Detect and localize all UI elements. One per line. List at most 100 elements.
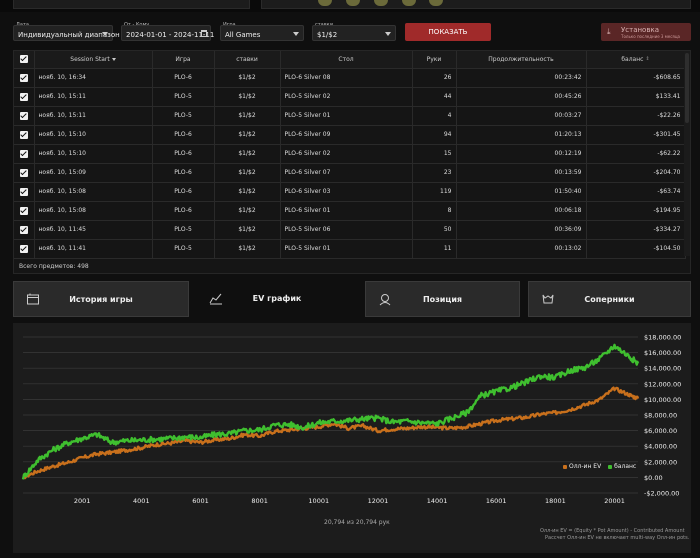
table-row[interactable]: нояб. 10, 16:34 PLO-6 $1/$2 PLO-6 Silver 08… [14,68,686,88]
cell-table: PLO-5 Silver 01 [280,239,413,259]
table-row[interactable]: нояб. 10, 15:10 PLO-6 $1/$2 PLO-6 Silver 02… [14,144,686,164]
tab-opponents[interactable]: Соперники [528,281,691,317]
cell-stakes: $1/$2 [214,163,281,183]
cell-duration: 00:06:18 [456,201,587,221]
cell-stakes: $1/$2 [214,239,281,259]
column-header-stakes[interactable]: ставки [214,51,281,69]
table-row[interactable]: нояб. 10, 15:08 PLO-6 $1/$2 PLO-6 Silver 01… [14,201,686,221]
table-row[interactable]: нояб. 10, 15:09 PLO-6 $1/$2 PLO-6 Silver 07… [14,163,686,183]
cell-balance: -$62.22 [586,144,686,164]
cell-table: PLO-6 Silver 03 [280,182,413,202]
table-row[interactable]: нояб. 10, 15:08 PLO-6 $1/$2 PLO-6 Silver 03… [14,182,686,202]
hands-counter: 20,794 из 20,794 рук [324,519,390,526]
total-items: Всего предметов: 498 [19,263,89,270]
install-button[interactable]: ⤓ Установка Только последние 3 месяца [601,23,691,41]
footnote-multiway: Рассчет Олл-ин EV не включает multi-way … [545,535,690,541]
cell-stakes: $1/$2 [214,106,281,126]
checkbox-icon [19,92,28,101]
sessions-table: Session Start Игра ставки Стол Руки Прод… [14,51,686,259]
table-row[interactable]: нояб. 10, 15:11 PLO-5 $1/$2 PLO-5 Silver 02… [14,87,686,107]
stakes-filter-select[interactable]: $1/$2 [312,25,396,41]
row-checkbox[interactable] [14,163,35,183]
tab-label: История игры [69,295,133,304]
column-header-game[interactable]: Игра [152,51,215,69]
cell-session-start: нояб. 10, 15:08 [34,182,153,202]
column-header-session-start[interactable]: Session Start [34,51,153,69]
row-checkbox[interactable] [14,106,35,126]
table-row[interactable]: нояб. 10, 11:41 PLO-5 $1/$2 PLO-5 Silver 01… [14,239,686,259]
sort-desc-icon [111,57,116,61]
table-scrollbar[interactable] [684,51,690,256]
cell-table: PLO-6 Silver 08 [280,68,413,88]
cell-session-start: нояб. 10, 15:11 [34,87,153,107]
column-header-balance[interactable]: баланс ⇕ [586,51,686,69]
column-header-duration[interactable]: Продолжительность [456,51,587,69]
stakes-filter[interactable]: ставки $1/$2 [312,22,396,58]
date-filter[interactable]: Дата Индивидуальный диапазон [13,22,120,58]
row-checkbox[interactable] [14,239,35,259]
coin-icon [318,0,332,6]
cell-game: PLO-6 [152,163,215,183]
cell-balance: -$22.26 [586,106,686,126]
checkbox-icon [19,168,28,177]
ev-chart[interactable]: -$2,000.00 $0.00 $2,000.00 $4,000.00 $6,000.… [13,323,691,553]
row-checkbox[interactable] [14,144,35,164]
cell-session-start: нояб. 10, 15:09 [34,163,153,183]
cell-game: PLO-6 [152,201,215,221]
coin-icon [374,0,388,6]
show-button[interactable]: ПОКАЗАТЬ [405,23,491,41]
game-filter[interactable]: Игра All Games [220,22,304,58]
cell-session-start: нояб. 10, 11:45 [34,220,153,240]
cell-hands: 94 [412,125,457,145]
checkbox-icon [19,55,28,64]
range-filter-input[interactable]: 2024-01-01 - 2024-11-11 [121,25,214,41]
scrollbar-thumb[interactable] [685,53,689,123]
select-all-checkbox[interactable] [14,51,35,69]
coin-icon [402,0,416,6]
y-tick-label: $10,000.00 [644,396,681,404]
cell-balance: -$204.70 [586,163,686,183]
tab-label: Соперники [584,295,635,304]
table-row[interactable]: нояб. 10, 15:11 PLO-5 $1/$2 PLO-5 Silver 01… [14,106,686,126]
y-tick-label: -$2,000.00 [644,490,679,498]
tab-position[interactable]: Позиция [365,281,520,317]
cell-session-start: нояб. 10, 15:10 [34,125,153,145]
range-filter[interactable]: От - Кому 2024-01-01 - 2024-11-11 [121,22,214,58]
cell-hands: 23 [412,163,457,183]
checkbox-icon [19,73,28,82]
footnote-allin-ev-formula: Олл-ин EV = (Equity * Pot Amount) - Cont… [540,528,685,534]
column-header-table[interactable]: Стол [280,51,413,69]
row-checkbox[interactable] [14,68,35,88]
cell-session-start: нояб. 10, 16:34 [34,68,153,88]
series-line-balance [21,343,640,480]
x-tick-label: 2001 [74,497,91,505]
cell-table: PLO-5 Silver 06 [280,220,413,240]
stakes-filter-value: $1/$2 [317,31,338,39]
coin-icon [346,0,360,6]
row-checkbox[interactable] [14,201,35,221]
series-line-allin-ev [22,386,640,480]
column-header-label: Стол [338,55,354,63]
row-checkbox[interactable] [14,87,35,107]
tab-ev-chart[interactable]: EV график [197,281,357,321]
date-filter-select[interactable]: Индивидуальный диапазон [13,25,120,41]
game-filter-select[interactable]: All Games [220,25,304,41]
cell-stakes: $1/$2 [214,125,281,145]
tab-game-history[interactable]: История игры [13,281,189,317]
row-checkbox[interactable] [14,182,35,202]
sort-icon: ⇕ [645,56,650,63]
checkbox-icon [19,130,28,139]
cell-session-start: нояб. 10, 15:08 [34,201,153,221]
x-tick-label: 8001 [251,497,268,505]
column-header-hands[interactable]: Руки [412,51,457,69]
checkbox-icon [19,206,28,215]
cell-duration: 00:13:59 [456,163,587,183]
row-checkbox[interactable] [14,220,35,240]
ev-chart-panel: -$2,000.00 $0.00 $2,000.00 $4,000.00 $6,000.… [13,323,691,553]
row-checkbox[interactable] [14,125,35,145]
table-row[interactable]: нояб. 10, 15:10 PLO-6 $1/$2 PLO-6 Silver 09… [14,125,686,145]
table-row[interactable]: нояб. 10, 11:45 PLO-5 $1/$2 PLO-5 Silver 06… [14,220,686,240]
chevron-down-icon [385,32,391,36]
legend-label-balance: баланс [614,463,637,470]
y-tick-label: $0.00 [644,474,663,482]
